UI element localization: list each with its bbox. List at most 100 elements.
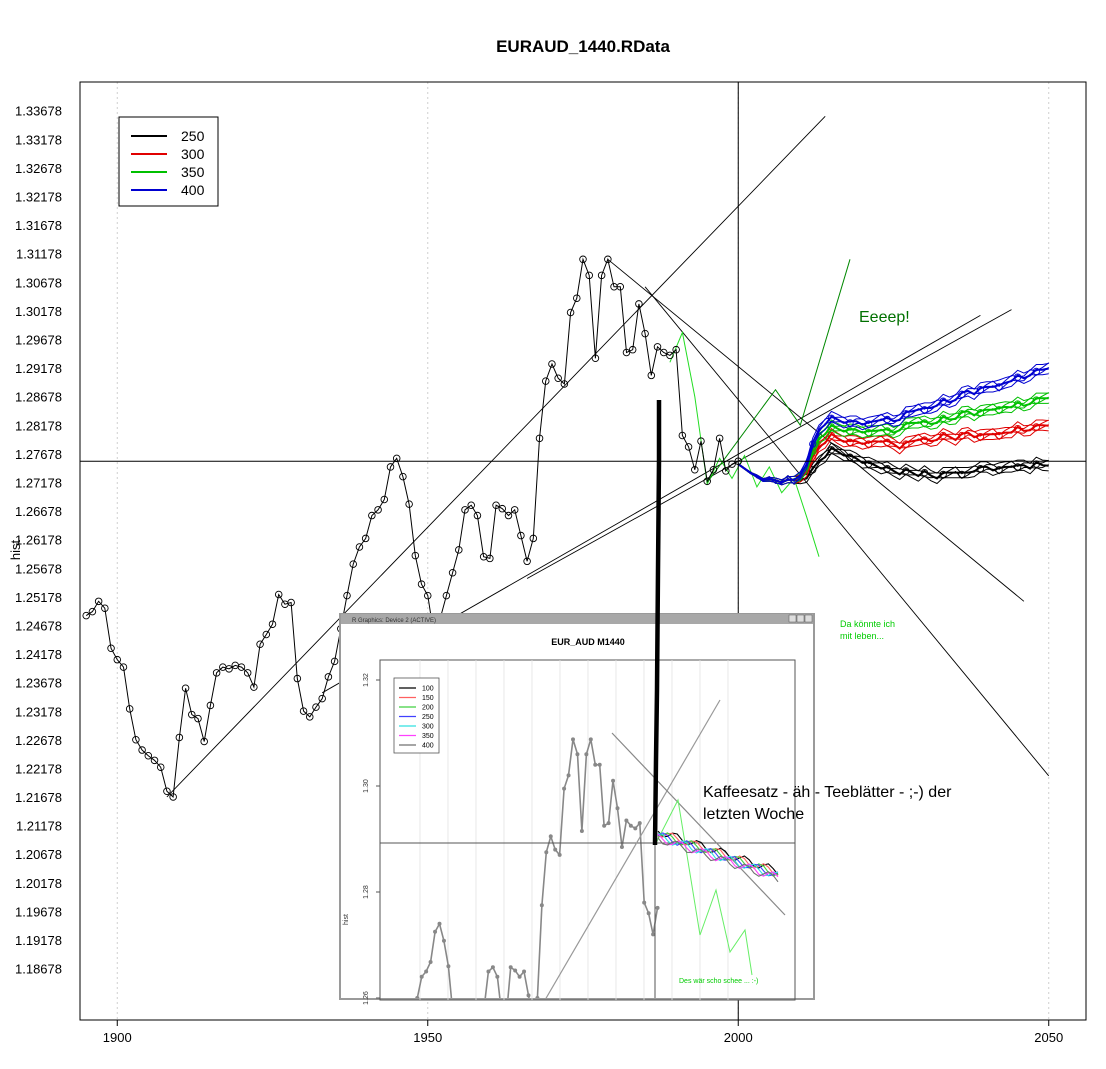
y-tick-label: 1.22178 [15, 761, 62, 776]
y-tick-label: 1.27178 [15, 475, 62, 490]
inset-note: Des wär scho schee ... :-) [679, 978, 758, 985]
inset-history-point [628, 823, 633, 828]
forecast-line-400 [737, 373, 1049, 486]
inset-title: EUR_AUD M1440 [551, 637, 625, 647]
history-point [287, 598, 295, 607]
inset-history-point [584, 752, 589, 757]
history-point [672, 345, 680, 354]
y-tick-label: 1.22678 [15, 733, 62, 748]
inset-history-point [651, 932, 656, 937]
forecast-point-250 [976, 464, 985, 473]
inset-history-point [402, 1049, 406, 1053]
history-point [306, 713, 314, 721]
history-point [349, 560, 357, 568]
inset-history-point [500, 1013, 504, 1017]
history-point [560, 380, 569, 388]
y-tick-label: 1.20178 [15, 876, 62, 891]
inset-history-point [531, 1017, 535, 1021]
history-point [461, 506, 469, 514]
history-point [492, 501, 500, 509]
history-point [181, 684, 190, 693]
history-point [144, 752, 153, 760]
legend-label-400: 400 [181, 182, 205, 198]
y-tick-label: 1.29178 [15, 361, 62, 376]
history-point [467, 501, 475, 509]
inset-close-button[interactable] [804, 614, 813, 623]
history-point [628, 345, 637, 354]
history-point [200, 737, 208, 746]
inset-history-point [522, 969, 527, 974]
annotation-da-koennte-2: mit leben... [840, 631, 884, 641]
history-point [715, 434, 724, 443]
inset-history-point [441, 938, 446, 943]
history-point [212, 669, 221, 677]
history-point [523, 557, 531, 566]
inset-y-tick-labels: 1.32 1.30 1.28 1.26 [363, 673, 380, 1005]
history-point [119, 663, 128, 671]
inset-history-point [539, 903, 544, 908]
inset-maximize-button[interactable] [796, 614, 805, 623]
history-point [604, 255, 612, 264]
inset-history-point [424, 969, 429, 974]
y-tick-label: 1.23678 [15, 676, 62, 691]
y-tick-label: 1.33678 [15, 104, 62, 119]
forecast-line-400 [737, 362, 1049, 481]
inset-minimize-button[interactable] [788, 614, 797, 623]
inset-history-point [615, 806, 620, 811]
forecast-point-300 [846, 438, 854, 446]
history-point [666, 351, 674, 360]
inset-history-point [575, 752, 580, 757]
forecast-series [737, 362, 1049, 486]
forecast-point-250 [846, 453, 854, 461]
inset-history-point [526, 993, 531, 998]
x-tick-label: 1900 [103, 1030, 132, 1045]
history-point [573, 294, 581, 302]
inset-forecast-line [657, 833, 779, 878]
inset-history-point [624, 818, 629, 823]
history-point [361, 534, 370, 543]
inset-y-tick-label: 1.28 [363, 885, 370, 899]
history-point [225, 665, 233, 673]
inset-history-point [428, 959, 433, 964]
history-point [697, 437, 705, 445]
history-series [82, 255, 742, 801]
inset-history-point [557, 852, 562, 857]
y-tick-label: 1.32678 [15, 161, 62, 176]
history-point [82, 611, 90, 620]
history-point [318, 694, 326, 703]
inset-history-point [415, 996, 420, 998]
inset-y-axis-label: hist [343, 914, 350, 925]
history-point [709, 466, 718, 474]
inset-history-point [553, 847, 558, 852]
forecast-point-300 [976, 432, 985, 441]
green-upline [706, 259, 851, 483]
history-point [101, 604, 109, 612]
forecast-point-350 [995, 406, 1003, 414]
inset-history-point [478, 1028, 482, 1032]
history-point [250, 683, 258, 691]
inset-legend-label-250: 250 [422, 714, 434, 721]
forecast-point-250 [827, 446, 836, 454]
y-tick-label: 1.20678 [15, 847, 62, 862]
green-zigzag-line [669, 330, 820, 557]
y-tick-label: 1.27678 [15, 447, 62, 462]
y-tick-label: 1.26178 [15, 533, 62, 548]
inset-history-point [535, 996, 540, 998]
y-tick-label: 1.21678 [15, 790, 62, 805]
y-tick-label: 1.21178 [16, 819, 62, 834]
inset-history-point [637, 821, 642, 826]
history-point [591, 354, 600, 363]
history-point [641, 329, 649, 338]
forecast-point-400 [958, 390, 966, 398]
y-tick-label: 1.24178 [15, 647, 62, 662]
history-point [274, 590, 283, 599]
trend-line [607, 258, 1025, 602]
inset-history-point [633, 826, 638, 831]
inset-window-title: R Graphics: Device 2 (ACTIVE) [352, 618, 436, 624]
forecast-point-350 [827, 423, 836, 431]
history-point [535, 434, 544, 443]
history-point [566, 308, 575, 317]
y-tick-label: 1.26678 [15, 504, 62, 519]
history-point [175, 733, 184, 742]
history-point [188, 710, 196, 719]
